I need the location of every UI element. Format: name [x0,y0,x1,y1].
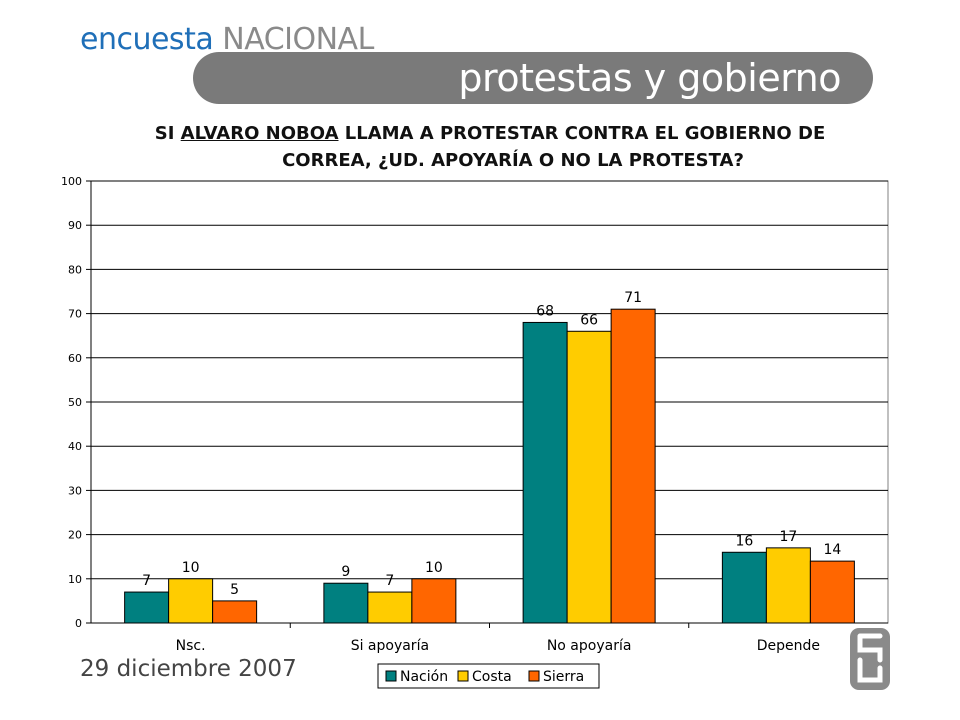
x-tick-label: Depende [757,638,820,654]
data-label: 14 [823,542,841,558]
brand-second-word: NACIONAL [222,22,374,57]
question-lead: SI [154,123,181,144]
bar-nación [721,551,767,624]
legend-swatch-sierra [528,670,540,682]
bar-sierra [212,600,258,624]
y-tick-label: 100 [61,175,82,188]
legend-swatch-nación [385,670,397,682]
x-tick-label: Si apoyaría [351,638,429,654]
survey-question: SI ALVARO NOBOA LLAMA A PROTESTAR CONTRA… [90,120,890,174]
data-label: 5 [230,582,239,598]
legend-label: Nación [400,669,448,685]
x-tick-label: Nsc. [176,638,206,654]
question-underlined-name: ALVARO NOBOA [180,123,339,144]
legend-swatch-costa [457,670,469,682]
data-label: 10 [425,560,443,576]
data-label: 7 [142,573,151,589]
bar-nación [522,321,568,624]
date-label: 29 diciembre 2007 [80,656,297,682]
y-tick-label: 40 [68,440,82,453]
y-tick-label: 90 [68,219,82,232]
x-tick-label: No apoyaría [547,638,632,654]
company-logo-icon [850,628,890,690]
title-banner: protestas y gobierno [193,52,873,104]
data-label: 17 [779,529,797,545]
bar-costa [168,578,214,624]
legend-box [377,663,600,689]
legend-label: Sierra [543,669,584,685]
data-label: 10 [182,560,200,576]
y-tick-label: 70 [68,308,82,321]
legend-label: Costa [472,669,512,685]
bar-nación [323,582,369,624]
bar-sierra [411,578,457,624]
banner-title: protestas y gobierno [458,56,841,100]
question-line1-rest: LLAMA A PROTESTAR CONTRA EL GOBIERNO DE [338,123,826,144]
y-tick-label: 30 [68,484,82,497]
y-tick-label: 0 [75,617,82,630]
data-label: 71 [624,290,642,306]
data-label: 16 [735,533,753,549]
bar-costa [765,547,811,624]
data-label: 7 [385,573,394,589]
bar-sierra [809,560,855,624]
bar-costa [566,330,612,624]
y-tick-label: 60 [68,352,82,365]
bar-sierra [610,308,656,624]
y-tick-label: 20 [68,529,82,542]
brand-first-word: encuesta [80,22,214,57]
bar-costa [367,591,413,624]
brand-wordmark: encuesta NACIONAL [80,22,374,58]
y-tick-label: 80 [68,263,82,276]
bar-nación [124,591,170,624]
y-tick-label: 10 [68,573,82,586]
y-tick-label: 50 [68,396,82,409]
question-line2: CORREA, ¿UD. APOYARÍA O NO LA PROTESTA? [282,150,744,171]
data-label: 66 [580,312,598,328]
data-label: 68 [536,303,554,319]
data-label: 9 [341,564,350,580]
